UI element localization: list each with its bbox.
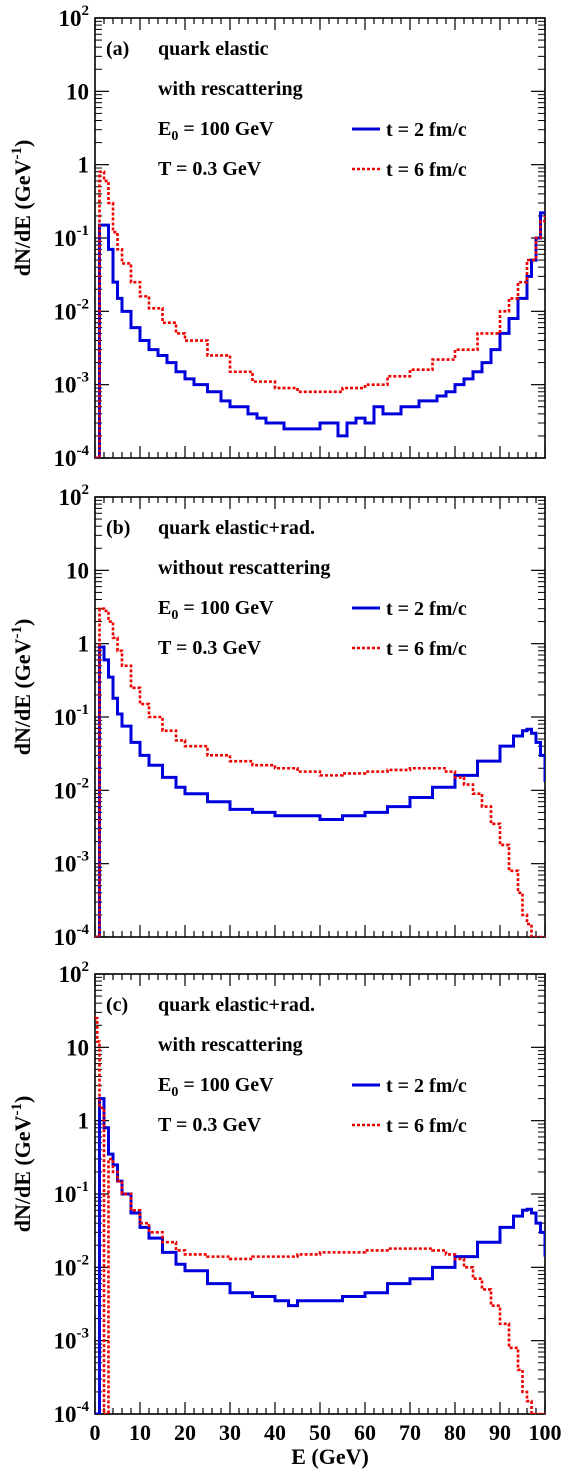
y-tick-label: 10-2 [54, 775, 90, 803]
legend-label: t = 6 fm/c [386, 1115, 467, 1137]
y-axis-label: dN/dE (GeV-1) [9, 619, 35, 756]
x-tick-label: 70 [399, 1420, 421, 1445]
x-tick-label: 80 [444, 1420, 466, 1445]
annotation-energy: E0 = 100 GeV [158, 597, 274, 623]
series-line-t2 [95, 645, 545, 937]
y-tick-label: 102 [59, 482, 90, 510]
panel-label: (a) [106, 38, 129, 60]
panel-label: (b) [106, 517, 130, 539]
y-tick-label: 102 [59, 959, 90, 987]
y-axis-label: dN/dE (GeV-1) [9, 140, 35, 277]
annotation-line2: with rescattering [158, 78, 303, 100]
legend-label: t = 2 fm/c [386, 598, 467, 620]
y-tick-label: 1 [78, 632, 90, 657]
series-line-t6 [95, 170, 545, 458]
y-axis-label: dN/dE (GeV-1) [9, 1096, 35, 1233]
x-tick-label: 60 [354, 1420, 376, 1445]
y-tick-label: 102 [59, 3, 90, 31]
y-tick-label: 10-4 [54, 443, 90, 471]
annotation-temperature: T = 0.3 GeV [158, 1114, 262, 1136]
y-tick-label: 1 [78, 1109, 90, 1134]
y-tick-label: 10-2 [54, 1252, 90, 1280]
annotation-line1: quark elastic [158, 38, 269, 60]
y-tick-label: 10-1 [54, 1179, 90, 1207]
y-tick-label: 10 [66, 79, 89, 104]
y-tick-label: 10 [66, 558, 89, 583]
annotation-energy: E0 = 100 GeV [158, 118, 274, 144]
y-tick-label: 10-4 [54, 922, 90, 950]
panel-a: 10-4 10-3 10-2 10-1 1 10 102 dN/dE (GeV-1) (a) qu… [9, 3, 546, 471]
annotation-line2: without rescattering [158, 557, 330, 579]
annotation-line2: with rescattering [158, 1034, 303, 1056]
annotation-temperature: T = 0.3 GeV [158, 637, 262, 659]
y-tick-label: 10-3 [54, 1326, 90, 1354]
y-tick-label: 10-4 [54, 1399, 90, 1427]
x-tick-label: 50 [309, 1420, 331, 1445]
x-tick-label: 40 [264, 1420, 286, 1445]
x-tick-label: 20 [174, 1420, 196, 1445]
panel-c: 10-4 10-3 10-2 10-1 1 10 102 dN/dE (GeV-1) 0 10 20… [9, 959, 562, 1469]
x-tick-label: 10 [129, 1420, 151, 1445]
x-tick-label: 30 [219, 1420, 241, 1445]
y-tick-label: 10 [66, 1035, 89, 1060]
x-tick-label: 100 [529, 1420, 562, 1445]
series-line-t6 [95, 607, 545, 937]
panel-b: 10-4 10-3 10-2 10-1 1 10 102 dN/dE (GeV-1) (b) qu… [9, 482, 546, 950]
x-tick-label: 90 [489, 1420, 511, 1445]
legend-label: t = 2 fm/c [386, 119, 467, 141]
annotation-line1: quark elastic+rad. [158, 517, 315, 539]
legend-label: t = 6 fm/c [386, 159, 467, 181]
y-tick-label: 10-1 [54, 223, 90, 251]
y-tick-label: 10-3 [54, 370, 90, 398]
annotation-temperature: T = 0.3 GeV [158, 158, 262, 180]
series-line-t2 [95, 1097, 545, 1414]
series-line-t2 [95, 211, 545, 458]
legend-label: t = 2 fm/c [386, 1075, 467, 1097]
y-tick-label: 10-3 [54, 849, 90, 877]
y-tick-label: 10-1 [54, 702, 90, 730]
annotation-line1: quark elastic+rad. [158, 994, 315, 1016]
panel-label: (c) [106, 994, 128, 1016]
y-tick-label: 1 [78, 153, 90, 178]
x-tick-label: 0 [90, 1420, 101, 1445]
annotation-energy: E0 = 100 GeV [158, 1074, 274, 1100]
x-axis-label: E (GeV) [291, 1444, 369, 1469]
y-tick-label: 10-2 [54, 296, 90, 324]
legend-label: t = 6 fm/c [386, 638, 467, 660]
series-line-t6 [95, 1016, 545, 1414]
